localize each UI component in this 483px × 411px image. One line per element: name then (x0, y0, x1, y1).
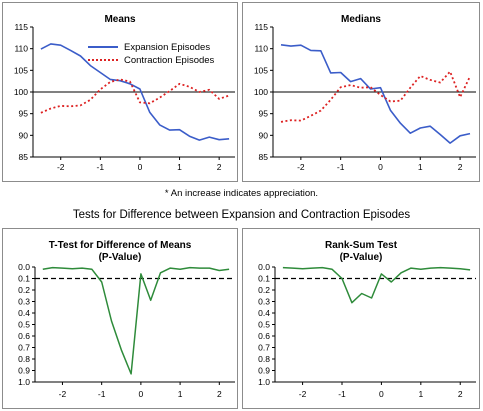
x-tick-label: 1 (177, 162, 182, 172)
x-tick-label: -1 (97, 162, 105, 172)
section-title: Tests for Difference between Expansion a… (72, 209, 411, 221)
legend-contraction-swatch (88, 59, 118, 62)
x-tick-label: -2 (297, 162, 305, 172)
means-legend: Expansion Episodes Contraction Episodes (88, 41, 214, 67)
y-tick-label: 105 (254, 65, 268, 75)
y-tick-label: 95 (19, 109, 29, 119)
y-tick-label: 0.0 (18, 262, 30, 272)
ttest-subtitle: (P-Value) (98, 252, 142, 263)
y-tick-label: 0.5 (258, 320, 270, 330)
ranksum-chart: 0.0 0.10.2 0.30.4 0.50.6 0.70.8 0.91.0 -2 -1 0 1 2 (258, 262, 476, 399)
expansion-line (280, 44, 471, 144)
y-tick-label: 0.1 (258, 274, 270, 284)
y-tick-label: 0.5 (18, 320, 30, 330)
x-tick-label: 0 (138, 162, 143, 172)
x-tick-label: 2 (458, 162, 463, 172)
y-tick-label: 0.4 (258, 308, 270, 318)
y-tick-label: 105 (14, 65, 28, 75)
medians-title: Medians (340, 14, 381, 25)
y-tick-label: 0.0 (258, 262, 270, 272)
y-tick-label: 0.9 (18, 366, 30, 376)
pvalue-line (42, 266, 230, 375)
y-tick-label: 0.4 (18, 308, 30, 318)
contraction-line (280, 70, 471, 123)
y-tick-label: 100 (14, 87, 28, 97)
y-tick-label: 90 (19, 130, 29, 140)
medians-chart: 85 90 95 100 105 110 115 -2 -1 0 1 2 (254, 22, 476, 172)
y-tick-label: 0.7 (18, 343, 30, 353)
pvalue-line (282, 266, 471, 304)
y-tick-label: 85 (259, 152, 269, 162)
legend-expansion-swatch (88, 46, 118, 49)
legend-contraction-label: Contraction Episodes (124, 55, 215, 66)
y-tick-label: 0.6 (18, 331, 30, 341)
x-tick-label: 2 (217, 389, 222, 399)
ranksum-panel: Rank-Sum Test (P-Value) 0.0 0.1 0.2 0.3 0.4 0… (242, 228, 480, 409)
legend-expansion-label: Expansion Episodes (124, 42, 211, 53)
medians-panel: Medians 85 90 95 100 105 110 115 -2 -1 0 1 2 (242, 2, 480, 182)
x-tick-label: -1 (98, 389, 106, 399)
y-tick-label: 0.6 (258, 331, 270, 341)
contraction-line (40, 78, 230, 114)
y-tick-label: 0.1 (18, 274, 30, 284)
ranksum-subtitle: (P-Value) (339, 252, 383, 263)
x-tick-label: -1 (337, 162, 345, 172)
y-tick-label: 100 (254, 87, 268, 97)
y-tick-label: 0.9 (258, 366, 270, 376)
y-tick-label: 0.7 (258, 343, 270, 353)
ttest-title: T-Test for Difference of Means (48, 240, 192, 251)
ttest-panel: T-Test for Difference of Means (P-Value)… (2, 228, 238, 409)
y-tick-label: 110 (254, 44, 268, 54)
y-tick-label: 1.0 (258, 377, 270, 387)
y-tick-label: 95 (259, 109, 269, 119)
x-tick-label: -2 (57, 162, 65, 172)
means-panel: Means 85 90 95 100 105 110 115 -2 -1 0 1 2 Expansio… (2, 2, 238, 182)
x-tick-label: -2 (59, 389, 67, 399)
x-tick-label: 1 (418, 162, 423, 172)
ttest-chart: 0.0 0.10.2 0.30.4 0.50.6 0.70.8 0.91.0 -2 -1 0 1 2 (18, 262, 235, 399)
y-tick-label: 1.0 (18, 377, 30, 387)
y-tick-label: 0.2 (258, 285, 270, 295)
y-tick-label: 110 (14, 44, 28, 54)
appreciation-note: * An increase indicates appreciation. (164, 188, 319, 199)
means-title: Means (104, 14, 136, 25)
y-tick-label: 0.8 (258, 354, 270, 364)
y-tick-label: 90 (259, 130, 269, 140)
x-tick-label: 1 (418, 389, 423, 399)
y-tick-label: 0.8 (18, 354, 30, 364)
x-tick-label: 2 (217, 162, 222, 172)
y-tick-label: 115 (14, 22, 28, 32)
x-tick-label: -1 (338, 389, 346, 399)
x-tick-label: 0 (378, 162, 383, 172)
ranksum-title: Rank-Sum Test (324, 240, 398, 251)
y-tick-label: 85 (19, 152, 29, 162)
y-tick-label: 0.3 (18, 297, 30, 307)
y-tick-label: 0.3 (258, 297, 270, 307)
x-tick-label: 1 (178, 389, 183, 399)
x-tick-label: 0 (379, 389, 384, 399)
y-tick-label: 115 (254, 22, 268, 32)
y-tick-label: 0.2 (18, 285, 30, 295)
x-tick-label: 0 (139, 389, 144, 399)
x-tick-label: -2 (299, 389, 307, 399)
x-tick-label: 2 (458, 389, 463, 399)
means-chart: 85 90 95 100 105 110 115 -2 -1 0 1 2 (14, 22, 235, 172)
expansion-line (40, 43, 230, 141)
